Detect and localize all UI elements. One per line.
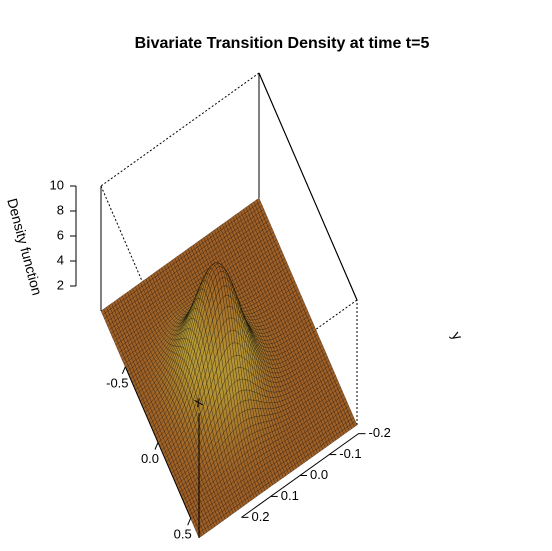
x-axis: -0.5 0.0 0.5 — [106, 366, 192, 542]
z-axis: 2 4 6 8 10 — [50, 177, 77, 292]
box-edge — [100, 72, 260, 187]
z-axis-label: Density function — [4, 197, 45, 297]
x-tick-label: 0.5 — [174, 527, 192, 542]
box-edge — [100, 185, 200, 414]
z-tick-label: 4 — [57, 252, 64, 267]
y-axis-label: y — [449, 328, 466, 342]
y-tick-label: -0.1 — [339, 446, 361, 461]
y-axis: -0.2 -0.1 0.0 0.1 0.2 — [241, 425, 391, 524]
density-surface — [100, 197, 358, 539]
z-tick-label: 6 — [57, 227, 64, 242]
x-tick-mark — [121, 366, 126, 375]
z-tick-label: 2 — [57, 277, 64, 292]
y-tick-label: 0.0 — [310, 467, 328, 482]
z-tick-label: 10 — [50, 177, 64, 192]
z-tick-label: 8 — [57, 202, 64, 217]
x-tick-mark — [154, 442, 159, 450]
front-box-lines — [100, 72, 358, 538]
x-tick-mark — [187, 517, 192, 526]
y-tick-label: 0.2 — [251, 509, 269, 524]
box-edge — [258, 72, 358, 301]
x-tick-label: 0.0 — [141, 451, 159, 466]
y-tick-label: 0.1 — [281, 488, 299, 503]
y-tick-label: -0.2 — [369, 425, 391, 440]
chart-title: Bivariate Transition Density at time t=5 — [135, 35, 430, 52]
x-tick-label: -0.5 — [106, 375, 128, 390]
